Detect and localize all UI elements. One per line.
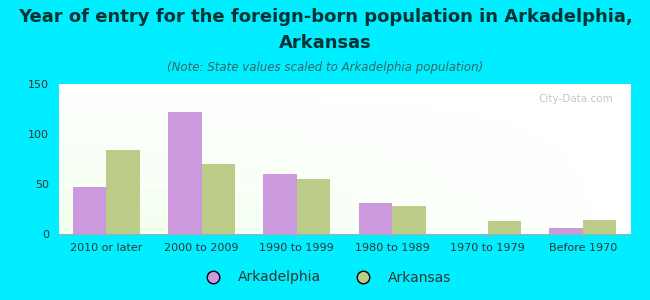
Bar (168, 112, 202, 234)
Bar (297, 179, 330, 234)
Text: Arkansas: Arkansas (279, 34, 371, 52)
Bar (106, 150, 140, 234)
Text: City-Data.com: City-Data.com (539, 94, 614, 104)
Bar (583, 220, 616, 234)
Legend: Arkadelphia, Arkansas: Arkadelphia, Arkansas (194, 265, 456, 290)
Text: (Note: State values scaled to Arkadelphia population): (Note: State values scaled to Arkadelphi… (167, 61, 483, 74)
Bar (202, 164, 235, 234)
Bar (359, 203, 392, 234)
Text: Year of entry for the foreign-born population in Arkadelphia,: Year of entry for the foreign-born popul… (18, 8, 632, 26)
Bar (549, 228, 583, 234)
Bar (488, 221, 521, 234)
Bar (263, 174, 297, 234)
Bar (392, 206, 426, 234)
Bar (73, 187, 106, 234)
